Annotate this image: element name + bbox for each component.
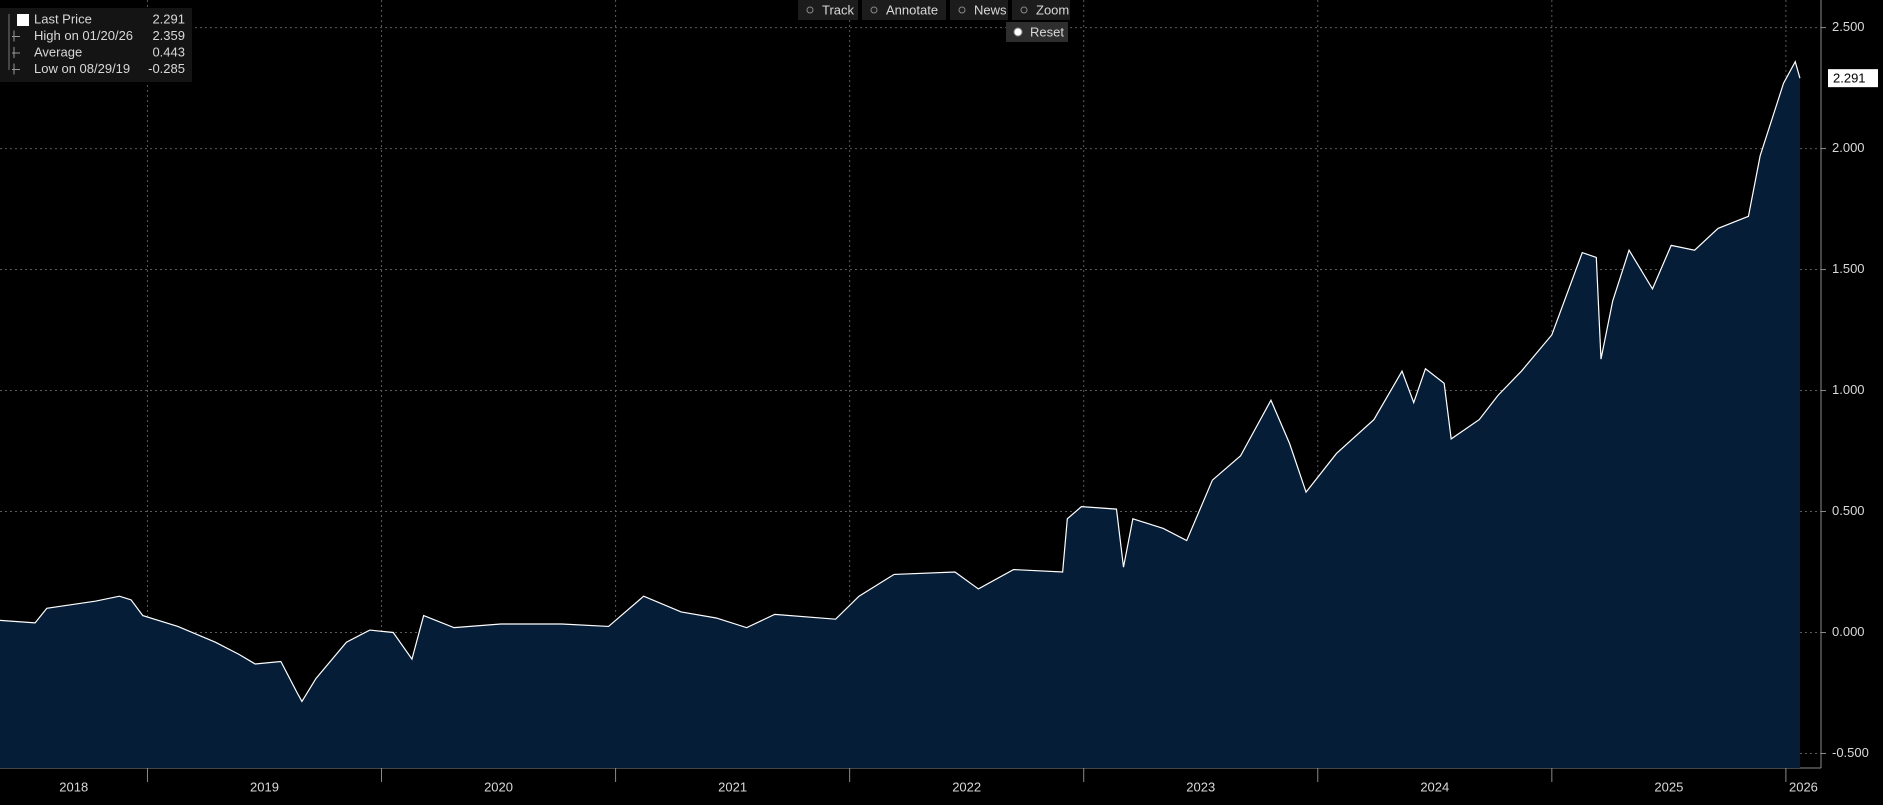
x-tick-label: 2022 — [952, 779, 981, 794]
info-label: Average — [34, 44, 82, 59]
toolbar-label[interactable]: Reset — [1030, 24, 1064, 39]
toolbar-label[interactable]: Zoom — [1036, 2, 1069, 17]
x-tick-label: 2023 — [1186, 779, 1215, 794]
toolbar-button[interactable] — [950, 0, 1008, 20]
x-tick-label: 2019 — [250, 779, 279, 794]
legend-icon — [12, 63, 20, 75]
last-value-label: 2.291 — [1833, 71, 1866, 86]
info-value: 2.291 — [152, 11, 185, 26]
toolbar-icon — [870, 6, 878, 14]
toolbar-label[interactable]: Track — [822, 2, 855, 17]
legend-icon — [12, 30, 20, 42]
x-tick-label: 2018 — [59, 779, 88, 794]
info-value: 0.443 — [152, 44, 185, 59]
x-tick-label: 2025 — [1654, 779, 1683, 794]
info-label: High on 01/20/26 — [34, 28, 133, 43]
toolbar-label[interactable]: Annotate — [886, 2, 938, 17]
legend-icon — [12, 47, 20, 58]
legend-swatch — [17, 14, 29, 26]
x-tick-label: 2020 — [484, 779, 513, 794]
y-tick-label: 2.500 — [1832, 19, 1865, 34]
info-label: Low on 08/29/19 — [34, 61, 130, 76]
toolbar-button[interactable] — [798, 0, 858, 20]
toolbar-label[interactable]: News — [974, 2, 1007, 17]
toolbar-icon — [1020, 6, 1028, 14]
info-value: -0.285 — [148, 61, 185, 76]
toolbar-icon — [806, 6, 814, 14]
info-value: 2.359 — [152, 28, 185, 43]
area — [0, 61, 1800, 769]
y-tick-label: 1.000 — [1832, 382, 1865, 397]
toolbar-icon — [1013, 27, 1023, 37]
info-panel: Last Price 2.291 High on 01/20/26 2.359 Aver… — [0, 8, 192, 82]
y-tick-label: 1.500 — [1832, 261, 1865, 276]
toolbar-button[interactable] — [1012, 0, 1070, 20]
y-tick-label: 0.000 — [1832, 624, 1865, 639]
y-tick-label: -0.500 — [1832, 745, 1869, 760]
info-panel-bg — [0, 8, 192, 82]
x-tick-label: 2024 — [1420, 779, 1449, 794]
toolbar-button[interactable] — [1006, 22, 1068, 42]
x-tick-label: 2026 — [1789, 779, 1818, 794]
info-label: Last Price — [34, 11, 92, 26]
line — [0, 60, 1801, 703]
toolbar-icon — [958, 6, 966, 14]
last-value-tag — [1828, 69, 1878, 88]
y-tick-label: 2.000 — [1832, 140, 1865, 155]
y-tick-label: 0.500 — [1832, 503, 1865, 518]
toolbar-button[interactable] — [862, 0, 946, 20]
x-tick-label: 2021 — [718, 779, 747, 794]
